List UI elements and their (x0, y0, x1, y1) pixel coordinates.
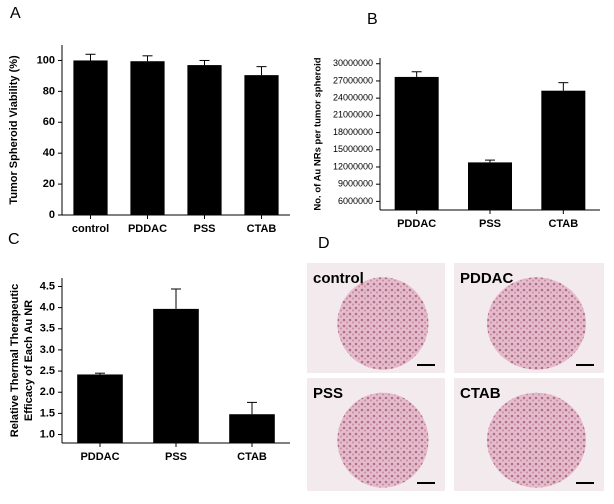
spheroid (487, 277, 586, 370)
x-tick-label: CTAB (247, 223, 277, 235)
bar (73, 60, 108, 215)
y-tick-label: 15000000 (333, 144, 373, 154)
x-tick-label: PDDAC (80, 451, 119, 463)
error-bar (256, 66, 267, 76)
x-tick-label: PSS (193, 223, 215, 235)
x-tick-label: CTAB (237, 451, 267, 463)
error-bar (142, 55, 153, 62)
error-bar (95, 372, 105, 375)
micrograph-label: PSS (313, 385, 343, 402)
y-tick-label: 27000000 (333, 75, 373, 85)
y-tick-label: 100 (37, 54, 55, 66)
spheroid (337, 277, 429, 370)
y-tick-label: 21000000 (333, 110, 373, 120)
bar (468, 162, 512, 210)
panel-label: A (10, 5, 21, 22)
panel-label: B (367, 11, 378, 28)
y-tick-label: 30000000 (333, 58, 373, 68)
y-tick-label: 9000000 (338, 179, 373, 189)
y-tick-label: 2.5 (40, 365, 55, 377)
y-tick-label: 4.0 (40, 302, 55, 314)
micrograph-label: control (313, 270, 364, 287)
x-tick-label: PDDAC (128, 223, 167, 235)
bar (153, 308, 199, 443)
micrograph: CTAB (454, 378, 604, 491)
y-tick-label: 24000000 (333, 93, 373, 103)
error-bar (411, 71, 422, 77)
micrograph: PDDAC (454, 263, 604, 373)
y-tick-label: 6000000 (338, 196, 373, 206)
spheroid (337, 392, 429, 488)
bar (187, 65, 222, 215)
y-tick-label: 80 (43, 85, 55, 97)
micrograph-label: PDDAC (460, 270, 514, 287)
bar (77, 374, 123, 443)
bar (130, 61, 165, 216)
x-tick-label: PSS (165, 451, 187, 463)
y-tick-label: 3.0 (40, 344, 55, 356)
y-tick-label: 40 (43, 147, 55, 159)
error-bar (171, 288, 181, 309)
y-axis-label: No. of Au NRs per tumor spheroid (313, 57, 324, 210)
spheroid (487, 392, 586, 488)
y-tick-label: 1.0 (40, 428, 55, 440)
bar (394, 76, 439, 210)
y-tick-label: 1.5 (40, 407, 55, 419)
micrograph: PSS (307, 378, 445, 491)
error-bar (558, 82, 569, 91)
error-bar (199, 59, 210, 66)
error-bar (85, 53, 96, 61)
micrograph: control (307, 263, 445, 373)
bar (541, 90, 586, 210)
y-tick-label: 0 (49, 209, 55, 221)
y-tick-label: 2.0 (40, 386, 55, 398)
y-axis-label: Relative Thermal Therapeutic (9, 284, 21, 437)
x-tick-label: PSS (479, 218, 501, 230)
bar (229, 414, 275, 443)
panel-label: D (318, 235, 330, 252)
error-bar (485, 159, 495, 163)
y-tick-label: 20 (43, 178, 55, 190)
y-tick-label: 18000000 (333, 127, 373, 137)
y-tick-label: 4.5 (40, 280, 55, 292)
y-tick-label: 60 (43, 116, 55, 128)
bar (244, 75, 279, 216)
y-axis-label: Efficacy of Each Au NR (23, 300, 35, 421)
error-bar (247, 401, 257, 415)
panel-label: C (8, 231, 20, 248)
x-tick-label: PDDAC (397, 218, 436, 230)
y-axis-label: Tumor Spheroid Viability (%) (8, 55, 20, 205)
y-tick-label: 3.5 (40, 323, 55, 335)
y-tick-label: 12000000 (333, 161, 373, 171)
micrograph-label: CTAB (460, 385, 501, 402)
x-tick-label: CTAB (548, 218, 578, 230)
x-tick-label: control (72, 223, 109, 235)
